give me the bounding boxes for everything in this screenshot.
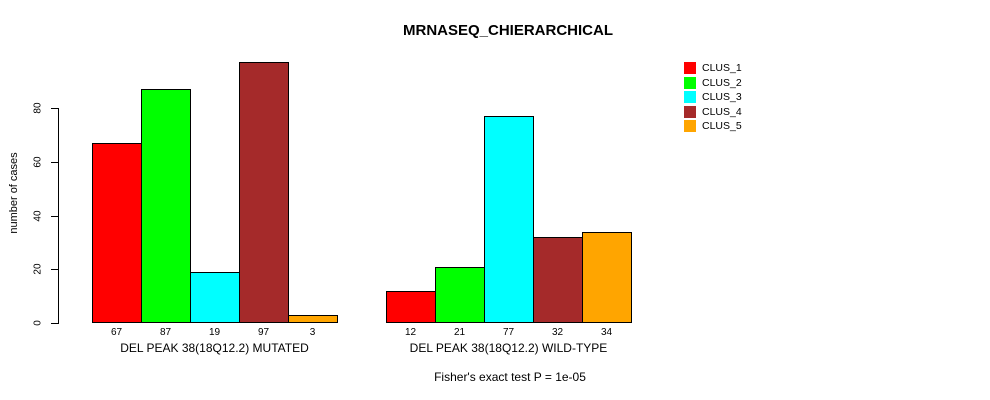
- stat-test-annotation: Fisher's exact test P = 1e-05: [434, 370, 586, 384]
- group-label-1: DEL PEAK 38(18Q12.2) MUTATED: [120, 341, 309, 355]
- legend-label: CLUS_3: [702, 91, 742, 103]
- legend-row-clus_4: CLUS_4: [684, 105, 742, 118]
- bar-clus_4-group2: [533, 237, 583, 323]
- bar-value-label: 32: [551, 327, 564, 338]
- y-tick-label-40: 40: [32, 210, 44, 222]
- y-tick-60: [51, 162, 58, 163]
- legend-swatch-icon: [684, 76, 696, 89]
- bar-clus_1-group1: [92, 143, 142, 323]
- chart-title: MRNASEQ_CHIERARCHICAL: [402, 22, 614, 39]
- bar-clus_4-group1: [239, 62, 289, 323]
- bar-clus_5-group1: [288, 315, 338, 323]
- legend: CLUS_1 CLUS_2 CLUS_3 CLUS_4 CLUS_5: [684, 62, 742, 135]
- bar-value-label: 3: [309, 327, 316, 338]
- legend-label: CLUS_2: [702, 76, 742, 89]
- bar-value-label: 87: [159, 327, 172, 338]
- legend-row-clus_2: CLUS_2: [684, 76, 742, 89]
- bar-value-label: 77: [502, 327, 515, 338]
- bar-clus_5-group2: [582, 232, 632, 323]
- bar-clus_2-group2: [435, 267, 485, 323]
- y-tick-20: [51, 269, 58, 270]
- y-tick-80: [51, 108, 58, 109]
- legend-swatch-icon: [684, 62, 696, 74]
- legend-row-clus_5: CLUS_5: [684, 120, 742, 132]
- bar-clus_1-group2: [386, 291, 436, 323]
- legend-swatch-icon: [684, 91, 696, 103]
- bar-value-label: 12: [404, 327, 417, 338]
- legend-label: CLUS_1: [702, 62, 742, 74]
- legend-swatch-icon: [684, 105, 696, 118]
- y-tick-label-20: 20: [32, 263, 44, 275]
- y-axis-line: [58, 108, 59, 324]
- legend-row-clus_3: CLUS_3: [684, 91, 742, 103]
- bar-value-label: 97: [257, 327, 270, 338]
- y-tick-label-0: 0: [32, 320, 44, 326]
- legend-row-clus_1: CLUS_1: [684, 62, 742, 74]
- bar-clus_3-group1: [190, 272, 240, 323]
- y-tick-0: [51, 323, 58, 324]
- bar-value-label: 19: [208, 327, 221, 338]
- bar-clus_2-group1: [141, 89, 191, 323]
- y-axis-title: number of cases: [8, 152, 20, 234]
- bar-value-label: 67: [110, 327, 123, 338]
- bar-value-label: 34: [600, 327, 613, 338]
- legend-label: CLUS_5: [702, 120, 742, 132]
- bar-value-label: 21: [453, 327, 466, 338]
- y-tick-40: [51, 216, 58, 217]
- group-label-2: DEL PEAK 38(18Q12.2) WILD-TYPE: [409, 341, 608, 355]
- legend-label: CLUS_4: [702, 105, 742, 118]
- bar-clus_3-group2: [484, 116, 534, 323]
- y-tick-label-60: 60: [32, 156, 44, 168]
- y-tick-label-80: 80: [32, 102, 44, 114]
- legend-swatch-icon: [684, 120, 696, 132]
